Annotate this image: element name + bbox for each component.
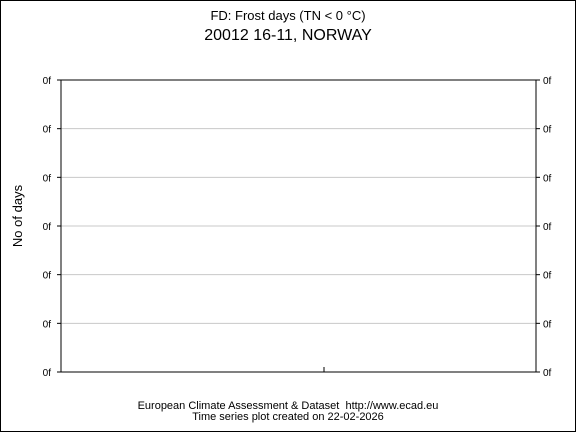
y-tick-label-left: 0f (43, 125, 52, 136)
chart-subtitle: 20012 16-11, NORWAY (204, 27, 372, 44)
y-tick-label-left: 0f (43, 319, 52, 330)
chart-title: FD: Frost days (TN < 0 °C) (210, 8, 366, 23)
y-ticks-right: 0f 0f 0f 0f 0f 0f 0f (536, 76, 552, 379)
y-ticks-left: 0f 0f 0f 0f 0f 0f 0f (43, 76, 61, 379)
y-tick-label-left: 0f (43, 271, 52, 282)
y-tick-label-right: 0f (543, 271, 552, 282)
y-tick-label-right: 0f (543, 173, 552, 184)
y-tick-label-right: 0f (543, 76, 552, 87)
y-axis-label: No of days (10, 184, 25, 247)
y-tick-label-right: 0f (543, 222, 552, 233)
y-tick-label-left: 0f (43, 222, 52, 233)
y-tick-label-left: 0f (43, 76, 52, 87)
footer-source: European Climate Assessment & Dataset ht… (137, 400, 439, 412)
y-tick-label-right: 0f (543, 125, 552, 136)
y-tick-label-right: 0f (543, 319, 552, 330)
footer-created: Time series plot created on 22-02-2026 (192, 411, 384, 423)
y-tick-label-left: 0f (43, 173, 52, 184)
y-tick-label-right: 0f (543, 368, 552, 379)
y-tick-label-left: 0f (43, 368, 52, 379)
grid-lines (61, 128, 536, 324)
